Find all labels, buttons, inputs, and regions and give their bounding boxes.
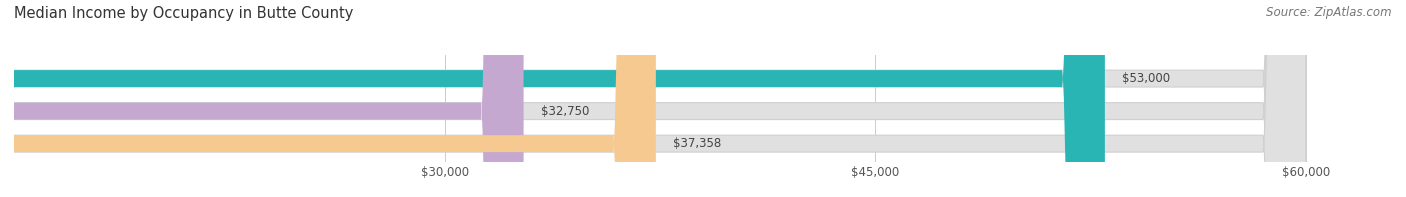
Text: Median Income by Occupancy in Butte County: Median Income by Occupancy in Butte Coun…: [14, 6, 353, 21]
Text: $32,750: $32,750: [541, 105, 589, 118]
FancyBboxPatch shape: [0, 0, 1105, 197]
Text: $53,000: $53,000: [1122, 72, 1170, 85]
FancyBboxPatch shape: [0, 0, 523, 197]
FancyBboxPatch shape: [0, 0, 1306, 197]
FancyBboxPatch shape: [0, 0, 655, 197]
Text: $37,358: $37,358: [673, 137, 721, 150]
FancyBboxPatch shape: [0, 0, 1306, 197]
FancyBboxPatch shape: [0, 0, 1306, 197]
Text: Source: ZipAtlas.com: Source: ZipAtlas.com: [1267, 6, 1392, 19]
